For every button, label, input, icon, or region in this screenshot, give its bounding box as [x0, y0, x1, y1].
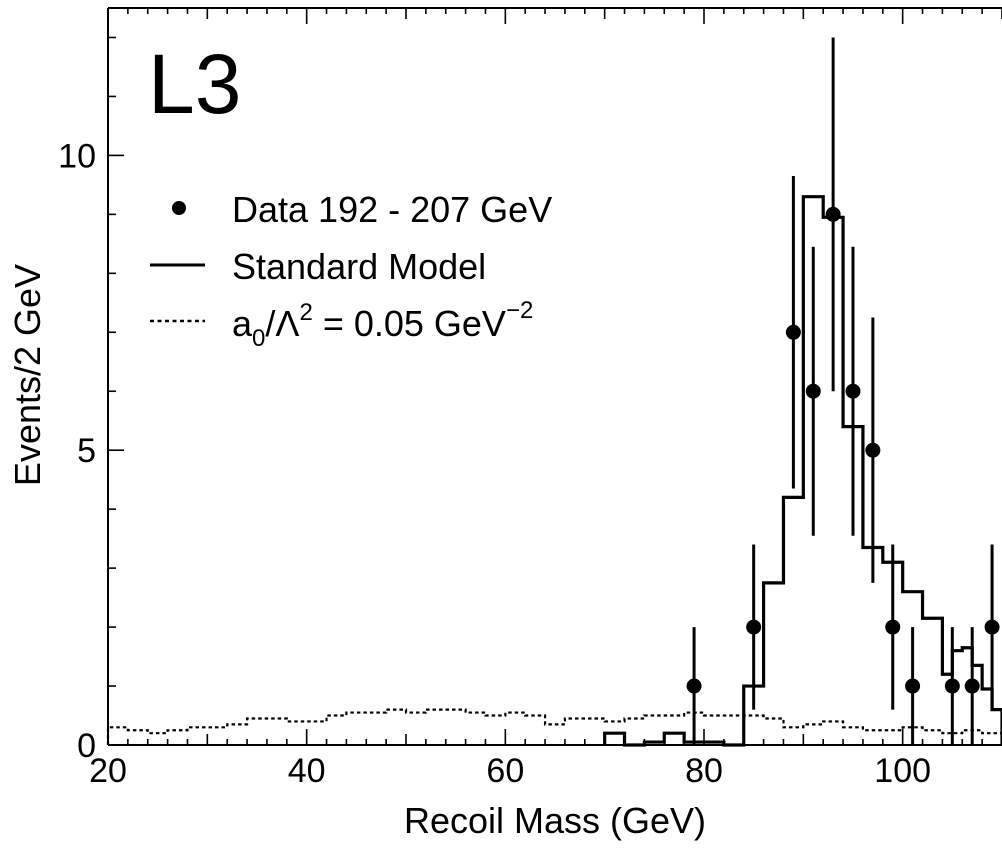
data-point	[865, 442, 881, 458]
legend-anom-lambda: /Λ	[265, 303, 299, 344]
data-point	[785, 324, 801, 340]
x-tick-label: 40	[288, 752, 326, 790]
legend-sm-label: Standard Model	[232, 246, 486, 287]
x-tick-label: 100	[874, 752, 931, 790]
legend-anom-sub: 0	[252, 325, 265, 352]
legend-anom-a: a	[232, 303, 253, 344]
data-point	[964, 678, 980, 694]
data-point	[984, 619, 1000, 635]
anomalous-step-line	[106, 708, 1002, 745]
data-point	[686, 678, 702, 694]
x-tick-label: 20	[89, 752, 127, 790]
legend-anom-sup2: −2	[506, 297, 533, 324]
x-axis-label: Recoil Mass (GeV)	[404, 800, 706, 841]
data-points	[686, 37, 1000, 745]
data-point	[746, 619, 762, 635]
y-tick-label: 10	[58, 137, 96, 175]
x-tick-label: 60	[486, 752, 524, 790]
legend-anom-label: a0/Λ2 = 0.05 GeV−2	[232, 297, 533, 352]
standard-model-histogram	[603, 195, 1002, 747]
legend-anom-tail: = 0.05 GeV	[313, 303, 506, 344]
legend: Data 192 - 207 GeV Standard Model a0/Λ2 …	[150, 189, 552, 352]
y-tick-label: 5	[77, 432, 96, 470]
data-point	[805, 383, 821, 399]
experiment-label: L3	[148, 37, 241, 131]
legend-data-label: Data 192 - 207 GeV	[232, 189, 552, 230]
data-point	[944, 678, 960, 694]
standard-model-step-line	[603, 195, 1002, 747]
data-point	[905, 678, 921, 694]
data-point	[845, 383, 861, 399]
data-point	[825, 206, 841, 222]
legend-anom-sup: 2	[299, 299, 312, 326]
y-tick-label: 0	[77, 727, 96, 765]
x-axis-ticks: 20 40 60 80 100	[89, 8, 1002, 790]
y-axis-ticks: 0 5 10	[58, 36, 124, 765]
anomalous-histogram	[106, 708, 1002, 745]
legend-data-marker	[172, 201, 186, 215]
plot-frame	[107, 7, 1002, 746]
x-tick-label: 80	[685, 752, 723, 790]
y-axis-label: Events/2 GeV	[7, 264, 48, 486]
data-point	[885, 619, 901, 635]
